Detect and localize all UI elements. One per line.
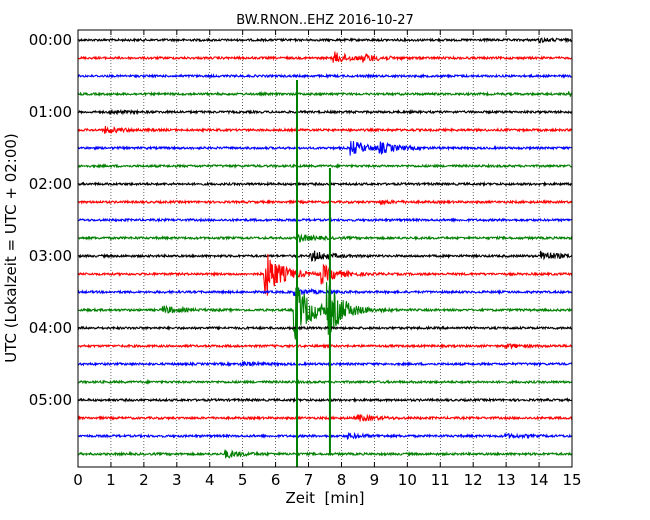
x-tick-label: 3: [172, 471, 182, 489]
trace-0300: [77, 250, 573, 263]
x-tick-label: 8: [337, 471, 347, 489]
trace-0530: [77, 431, 573, 440]
trace-0430: [77, 360, 573, 368]
x-tick-label: 11: [431, 471, 450, 489]
y-ticks: 00:00 01:00 02:00 03:00 04:00 05:00: [29, 31, 83, 409]
trace-0330: [77, 287, 573, 297]
x-tick-label: 1: [106, 471, 116, 489]
y-tick-label: 01:00: [29, 103, 72, 121]
y-tick-label: 05:00: [29, 391, 72, 409]
trace-0415: [77, 342, 573, 350]
trace-0515: [77, 413, 573, 423]
trace-0445: [77, 378, 573, 386]
x-tick-label: 15: [562, 471, 581, 489]
trace-0245: [77, 233, 573, 243]
trace-0215: [77, 199, 573, 206]
trace-0100: [77, 108, 573, 116]
y-tick-label: 03:00: [29, 247, 72, 265]
plot-frame: [77, 29, 573, 468]
x-tick-label: 7: [304, 471, 314, 489]
trace-0345: [77, 282, 573, 340]
y-tick-label: 02:00: [29, 175, 72, 193]
x-tick-label: 0: [73, 471, 83, 489]
trace-0230: [77, 216, 573, 224]
y-tick-label: 04:00: [29, 319, 72, 337]
x-axis-label: Zeit [min]: [285, 489, 364, 507]
trace-0315: [77, 253, 573, 296]
trace-0045: [77, 90, 573, 98]
x-tick-label: 14: [530, 471, 549, 489]
x-tick-label: 2: [139, 471, 149, 489]
x-tick-label: 13: [497, 471, 516, 489]
traces: [77, 36, 573, 467]
x-tick-label: 12: [464, 471, 483, 489]
trace-0115: [78, 125, 573, 134]
chart-title: BW.RNON..EHZ 2016-10-27: [236, 13, 414, 28]
trace-0545: [77, 449, 573, 459]
y-axis-label: UTC (Lokalzeit = UTC + 02:00): [2, 133, 20, 363]
trace-0015: [77, 51, 573, 63]
trace-0400: [77, 325, 573, 331]
x-tick-label: 9: [370, 471, 380, 489]
trace-0130: [77, 141, 573, 156]
x-tick-label: 10: [398, 471, 417, 489]
trace-0000: [77, 36, 573, 45]
x-tick-label: 5: [238, 471, 248, 489]
trace-0030: [77, 72, 573, 80]
y-tick-label: 00:00: [29, 31, 72, 49]
grid: [110, 30, 540, 467]
x-tick-label: 6: [271, 471, 281, 489]
trace-0145: [77, 162, 573, 170]
x-ticks: 0 1 2 3 4 5 6 7 8 9 10 11 12 13 14 15: [73, 30, 582, 489]
trace-0200: [77, 180, 573, 188]
trace-0500: [77, 396, 573, 404]
x-tick-label: 4: [205, 471, 215, 489]
